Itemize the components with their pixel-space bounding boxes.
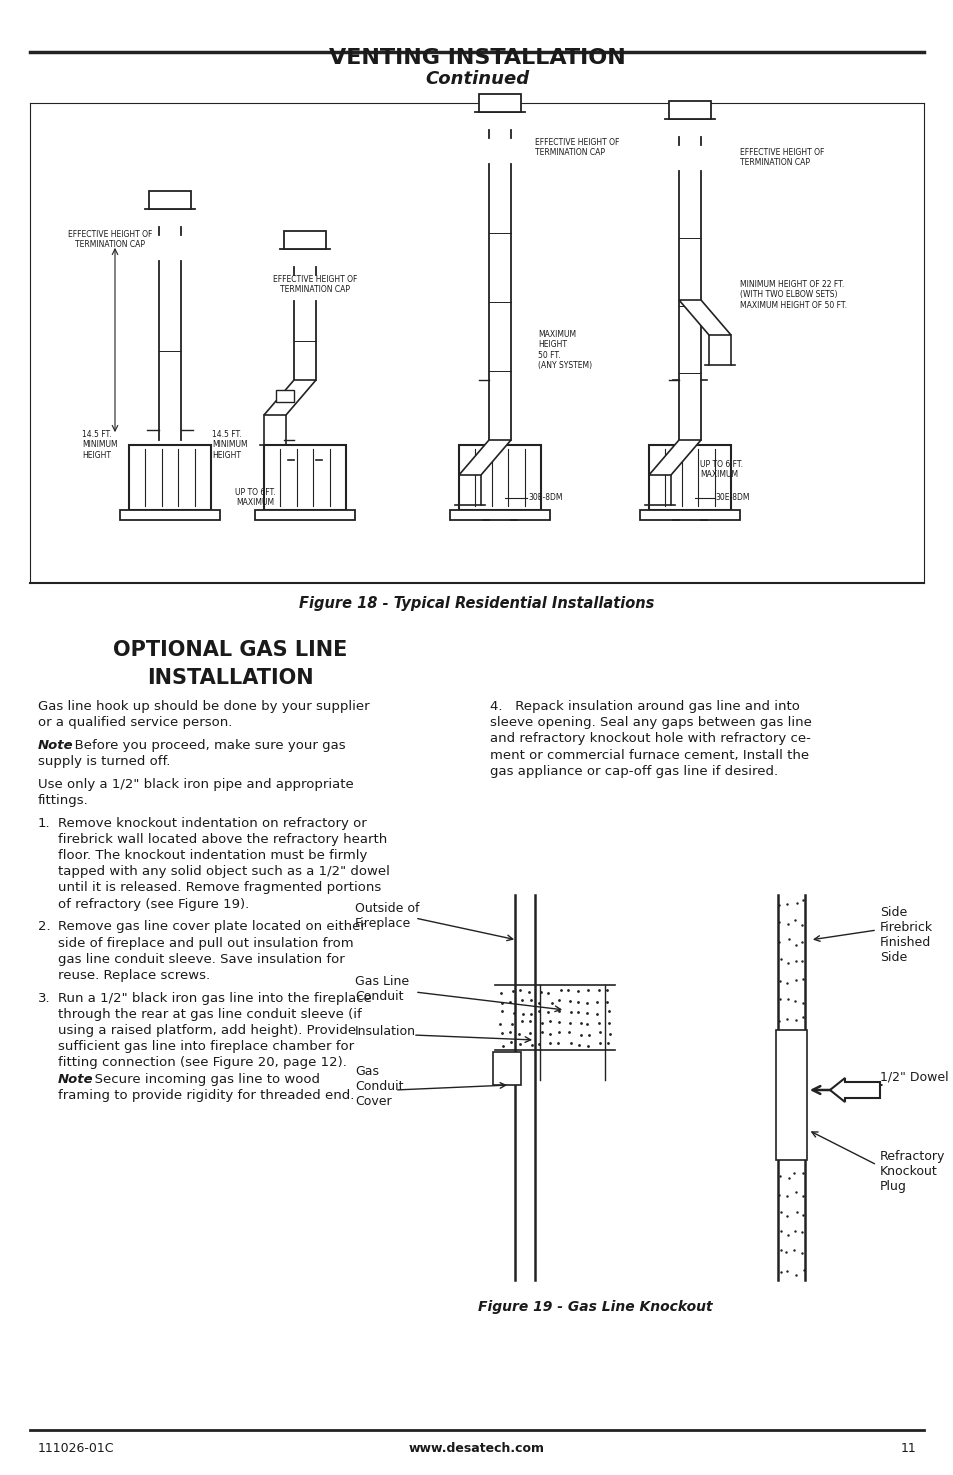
- Text: EFFECTIVE HEIGHT OF
TERMINATION CAP: EFFECTIVE HEIGHT OF TERMINATION CAP: [535, 139, 618, 158]
- Text: floor. The knockout indentation must be firmly: floor. The knockout indentation must be …: [58, 850, 367, 861]
- Bar: [668, 100, 710, 119]
- Text: MAXIMUM
HEIGHT
50 FT.
(ANY SYSTEM): MAXIMUM HEIGHT 50 FT. (ANY SYSTEM): [537, 330, 592, 370]
- Bar: [478, 94, 520, 112]
- Text: gas line conduit sleeve. Save insulation for: gas line conduit sleeve. Save insulation…: [58, 953, 344, 966]
- Text: Figure 18 - Typical Residential Installations: Figure 18 - Typical Residential Installa…: [299, 596, 654, 611]
- Text: Run a 1/2" black iron gas line into the fireplace: Run a 1/2" black iron gas line into the …: [58, 991, 372, 1004]
- Bar: [458, 445, 540, 510]
- Text: Refractory
Knockout
Plug: Refractory Knockout Plug: [879, 1150, 944, 1193]
- Bar: [254, 510, 355, 521]
- Bar: [493, 1052, 520, 1086]
- Bar: [450, 510, 550, 521]
- Polygon shape: [648, 440, 700, 475]
- Text: EFFECTIVE HEIGHT OF
TERMINATION CAP: EFFECTIVE HEIGHT OF TERMINATION CAP: [740, 148, 823, 167]
- Text: Note: Note: [38, 739, 73, 752]
- Text: Note: Note: [58, 1072, 93, 1086]
- Bar: [264, 445, 346, 510]
- Text: reuse. Replace screws.: reuse. Replace screws.: [58, 969, 210, 982]
- Text: 11: 11: [900, 1443, 915, 1454]
- Bar: [120, 510, 220, 521]
- Text: Insulation: Insulation: [355, 1025, 416, 1038]
- Text: OPTIONAL GAS LINE: OPTIONAL GAS LINE: [112, 640, 347, 659]
- Text: firebrick wall located above the refractory hearth: firebrick wall located above the refract…: [58, 833, 387, 845]
- Text: Gas
Conduit
Cover: Gas Conduit Cover: [355, 1065, 403, 1108]
- Polygon shape: [679, 299, 730, 335]
- Text: of refractory (see Figure 19).: of refractory (see Figure 19).: [58, 898, 249, 910]
- Text: supply is turned off.: supply is turned off.: [38, 755, 171, 768]
- Text: Use only a 1/2" black iron pipe and appropriate: Use only a 1/2" black iron pipe and appr…: [38, 777, 354, 791]
- Bar: [275, 389, 294, 403]
- Text: until it is released. Remove fragmented portions: until it is released. Remove fragmented …: [58, 882, 381, 894]
- Text: UP TO 6FT.
MAXIMUM: UP TO 6FT. MAXIMUM: [234, 488, 275, 507]
- Text: 30E-8DM: 30E-8DM: [527, 494, 562, 503]
- Bar: [648, 445, 730, 510]
- Text: tapped with any solid object such as a 1/2" dowel: tapped with any solid object such as a 1…: [58, 866, 390, 878]
- Text: through the rear at gas line conduit sleeve (if: through the rear at gas line conduit sle…: [58, 1007, 361, 1021]
- Text: sleeve opening. Seal any gaps between gas line: sleeve opening. Seal any gaps between ga…: [490, 717, 811, 729]
- Text: EFFECTIVE HEIGHT OF
TERMINATION CAP: EFFECTIVE HEIGHT OF TERMINATION CAP: [68, 230, 152, 249]
- Text: VENTING INSTALLATION: VENTING INSTALLATION: [328, 49, 625, 68]
- Text: and refractory knockout hole with refractory ce-: and refractory knockout hole with refrac…: [490, 733, 810, 745]
- Text: UP TO 6 FT.
MAXIMUM: UP TO 6 FT. MAXIMUM: [700, 460, 742, 479]
- Text: 111026-01C: 111026-01C: [38, 1443, 114, 1454]
- Text: 2.: 2.: [38, 920, 51, 934]
- Text: using a raised platform, add height). Provide: using a raised platform, add height). Pr…: [58, 1024, 355, 1037]
- Bar: [149, 190, 191, 209]
- Text: 30E-8DM: 30E-8DM: [714, 494, 749, 503]
- Text: MINIMUM HEIGHT OF 22 FT.
(WITH TWO ELBOW SETS)
MAXIMUM HEIGHT OF 50 FT.: MINIMUM HEIGHT OF 22 FT. (WITH TWO ELBOW…: [740, 280, 846, 310]
- Text: www.desatech.com: www.desatech.com: [409, 1443, 544, 1454]
- Text: Outside of
Fireplace: Outside of Fireplace: [355, 903, 419, 931]
- Polygon shape: [458, 440, 511, 475]
- Text: 14.5 FT.
MINIMUM
HEIGHT: 14.5 FT. MINIMUM HEIGHT: [82, 431, 117, 460]
- Text: side of fireplace and pull out insulation from: side of fireplace and pull out insulatio…: [58, 937, 354, 950]
- Text: : Secure incoming gas line to wood: : Secure incoming gas line to wood: [86, 1072, 319, 1086]
- Text: Side
Firebrick
Finished
Side: Side Firebrick Finished Side: [879, 906, 932, 965]
- Text: framing to provide rigidity for threaded end.: framing to provide rigidity for threaded…: [58, 1089, 354, 1102]
- Text: 4.   Repack insulation around gas line and into: 4. Repack insulation around gas line and…: [490, 701, 799, 712]
- Text: sufficient gas line into fireplace chamber for: sufficient gas line into fireplace chamb…: [58, 1040, 354, 1053]
- Text: fitting connection (see Figure 20, page 12).: fitting connection (see Figure 20, page …: [58, 1056, 347, 1069]
- Text: INSTALLATION: INSTALLATION: [147, 668, 313, 687]
- Bar: [284, 232, 326, 249]
- Text: Figure 19 - Gas Line Knockout: Figure 19 - Gas Line Knockout: [477, 1299, 712, 1314]
- Bar: [639, 510, 740, 521]
- Text: 1/2" Dowel: 1/2" Dowel: [879, 1069, 947, 1083]
- Text: Remove knockout indentation on refractory or: Remove knockout indentation on refractor…: [58, 817, 366, 829]
- Text: 14.5 FT.
MINIMUM
HEIGHT: 14.5 FT. MINIMUM HEIGHT: [212, 431, 248, 460]
- Text: : Before you proceed, make sure your gas: : Before you proceed, make sure your gas: [66, 739, 345, 752]
- Text: 3.: 3.: [38, 991, 51, 1004]
- Text: Gas Line
Conduit: Gas Line Conduit: [355, 975, 409, 1003]
- Text: Gas line hook up should be done by your supplier: Gas line hook up should be done by your …: [38, 701, 369, 712]
- Bar: [129, 445, 211, 510]
- Text: or a qualified service person.: or a qualified service person.: [38, 717, 233, 729]
- Text: fittings.: fittings.: [38, 794, 89, 807]
- Text: EFFECTIVE HEIGHT OF
TERMINATION CAP: EFFECTIVE HEIGHT OF TERMINATION CAP: [273, 274, 356, 295]
- Polygon shape: [264, 381, 315, 414]
- Text: Remove gas line cover plate located on either: Remove gas line cover plate located on e…: [58, 920, 366, 934]
- Text: Continued: Continued: [424, 69, 529, 88]
- Text: 1.: 1.: [38, 817, 51, 829]
- Text: ment or commercial furnace cement, Install the: ment or commercial furnace cement, Insta…: [490, 749, 808, 761]
- Text: gas appliance or cap-off gas line if desired.: gas appliance or cap-off gas line if des…: [490, 766, 778, 777]
- FancyArrow shape: [829, 1078, 879, 1102]
- Bar: [775, 1030, 806, 1159]
